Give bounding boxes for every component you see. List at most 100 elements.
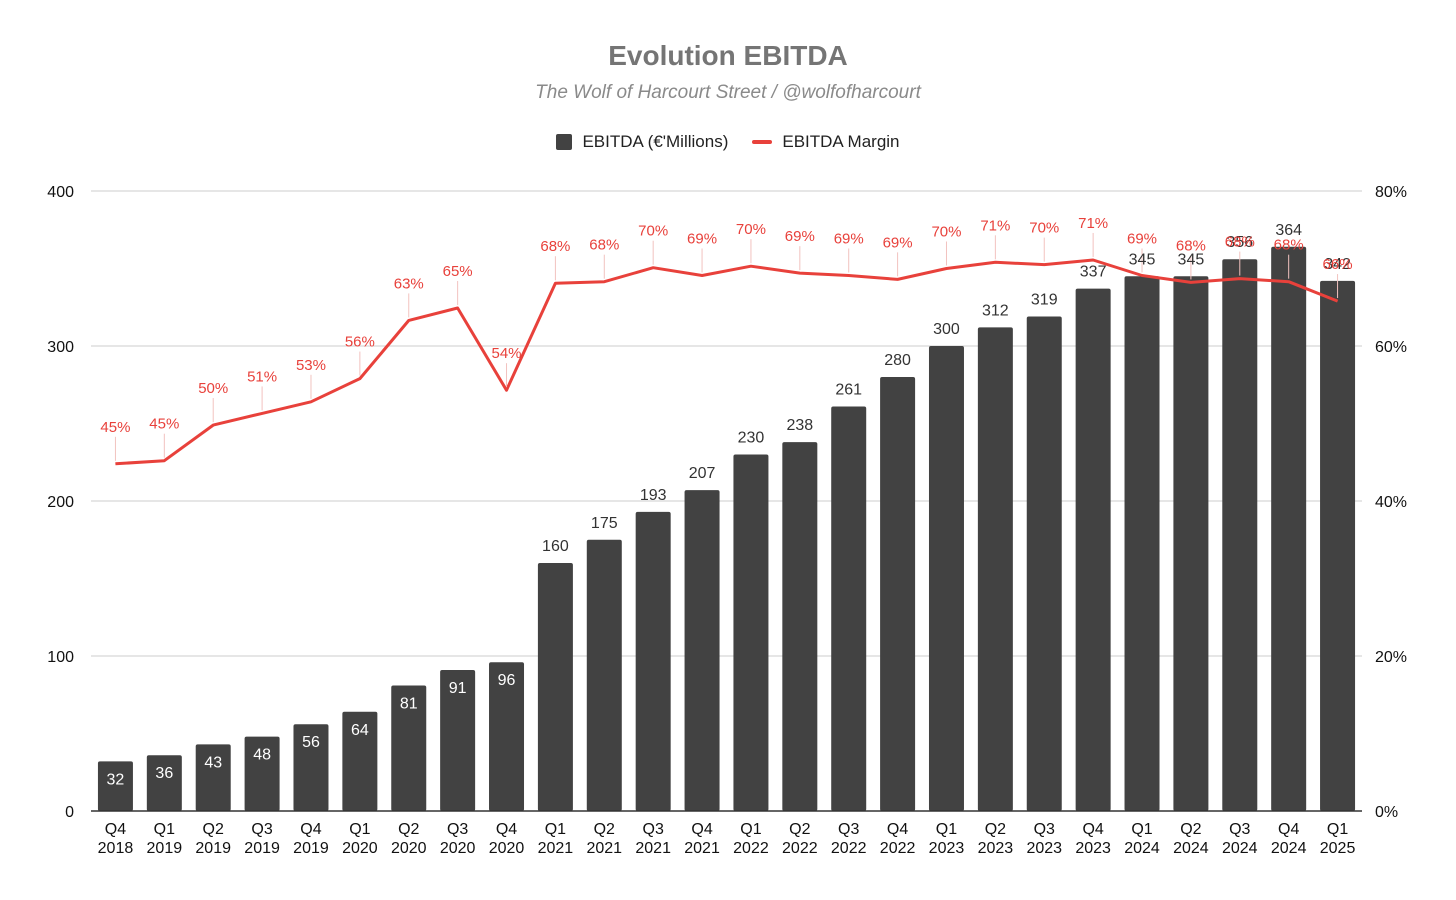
x-tick-label: Q4 2018: [98, 821, 134, 857]
margin-data-label: 69%: [883, 234, 913, 251]
legend-item-ebitda: EBITDA (€'Millions): [556, 132, 728, 152]
bar: [880, 377, 916, 811]
bar: [831, 406, 867, 811]
bars-layer: [97, 246, 1356, 812]
x-tick-label: Q3 2024: [1222, 821, 1258, 857]
chart-subtitle: The Wolf of Harcourt Street / @wolfofhar…: [535, 82, 921, 103]
x-tick-label: Q4 2023: [1075, 821, 1111, 857]
margin-line: [115, 258, 1339, 466]
bar-data-label: 345: [1129, 251, 1156, 268]
bar: [489, 662, 525, 811]
bar-data-label: 337: [1080, 264, 1107, 281]
bar: [1075, 288, 1111, 811]
y-left-tick-label: 0: [65, 804, 74, 821]
y-left-tick-label: 400: [47, 184, 74, 201]
line-layer: [114, 232, 1339, 466]
x-tick-label: Q3 2021: [635, 821, 671, 857]
bar-data-label: 238: [786, 417, 813, 434]
bar-data-label: 345: [1178, 251, 1205, 268]
legend-swatch-line: [752, 140, 773, 144]
margin-data-label: 70%: [638, 223, 668, 240]
bar-data-label: 32: [107, 771, 125, 788]
bar-data-label: 175: [591, 515, 618, 532]
x-tick-label: Q1 2020: [342, 821, 378, 857]
margin-data-label: 50%: [198, 380, 228, 397]
margin-data-label: 71%: [980, 217, 1010, 234]
margin-data-label: 56%: [345, 334, 375, 351]
margin-data-label: 69%: [687, 230, 717, 247]
labels-layer: 32 36 43 48 56 64 81 91 96 160 175 193 207 230 238 261 2…: [100, 215, 1352, 788]
bar-data-label: 342: [1324, 256, 1351, 273]
x-tick-label: Q2 2024: [1173, 821, 1209, 857]
x-tick-label: Q2 2022: [782, 821, 818, 857]
bar: [97, 761, 133, 811]
x-tick-label: Q2 2023: [978, 821, 1014, 857]
bar-data-label: 230: [738, 430, 765, 447]
axis-layer: 0 100 200 300 400 0% 20% 40% 60% 80% Q4 2018 Q1 2019 Q…: [47, 184, 1407, 857]
chart-title: Evolution EBITDA: [608, 40, 848, 71]
x-tick-label: Q4 2022: [880, 821, 916, 857]
bar-data-label: 43: [204, 754, 222, 771]
bar-data-label: 312: [982, 302, 1009, 319]
legend-swatch-bar: [556, 134, 573, 150]
margin-data-label: 45%: [100, 419, 130, 436]
bar-data-label: 356: [1226, 234, 1253, 251]
legend-label-margin: EBITDA Margin: [782, 132, 900, 151]
x-tick-label: Q4 2019: [293, 821, 329, 857]
bar: [195, 744, 231, 811]
bar: [293, 724, 329, 811]
bar: [586, 539, 622, 811]
margin-data-label: 70%: [1029, 220, 1059, 237]
x-tick-label: Q1 2019: [147, 821, 183, 857]
margin-data-label: 68%: [540, 238, 570, 255]
bar: [1173, 276, 1209, 811]
bar: [391, 685, 427, 811]
x-tick-label: Q4 2021: [684, 821, 720, 857]
x-tick-label: Q3 2022: [831, 821, 867, 857]
y-right-tick-label: 60%: [1375, 339, 1407, 356]
margin-data-label: 65%: [443, 263, 473, 280]
bar-data-label: 193: [640, 487, 667, 504]
x-tick-label: Q4 2020: [489, 821, 525, 857]
x-tick-label: Q1 2023: [929, 821, 965, 857]
bar: [342, 711, 378, 811]
y-right-tick-label: 80%: [1375, 184, 1407, 201]
bar-data-label: 280: [884, 352, 911, 369]
margin-data-label: 70%: [736, 221, 766, 238]
x-tick-label: Q1 2021: [538, 821, 574, 857]
bar: [1222, 259, 1258, 811]
bar-data-label: 48: [253, 747, 271, 764]
bar-data-label: 64: [351, 722, 369, 739]
margin-data-label: 71%: [1078, 215, 1108, 232]
x-tick-label: Q1 2025: [1320, 821, 1356, 857]
bar: [635, 511, 671, 811]
margin-data-label: 66%: [1323, 256, 1353, 273]
x-tick-label: Q4 2024: [1271, 821, 1307, 857]
bar: [244, 736, 280, 811]
y-right-tick-label: 20%: [1375, 649, 1407, 666]
x-tick-label: Q3 2020: [440, 821, 476, 857]
margin-data-label: 68%: [1176, 237, 1206, 254]
y-right-tick-label: 0%: [1375, 804, 1398, 821]
bar: [1320, 280, 1356, 811]
legend-label-ebitda: EBITDA (€'Millions): [582, 132, 729, 151]
bar: [1026, 316, 1062, 811]
margin-data-label: 68%: [589, 237, 619, 254]
bar: [537, 563, 573, 811]
bar-data-label: 261: [835, 381, 862, 398]
bar: [146, 755, 182, 811]
margin-data-label: 69%: [785, 228, 815, 245]
y-left-tick-label: 300: [47, 339, 74, 356]
margin-data-label: 68%: [1225, 234, 1255, 251]
bar: [977, 327, 1013, 811]
margin-data-label: 53%: [296, 357, 326, 374]
margin-data-label: 51%: [247, 368, 277, 385]
x-tick-label: Q2 2020: [391, 821, 427, 857]
bar: [1124, 276, 1160, 811]
x-tick-label: Q3 2023: [1026, 821, 1062, 857]
bar: [440, 669, 476, 811]
margin-data-label: 68%: [1274, 237, 1304, 254]
y-left-tick-label: 100: [47, 649, 74, 666]
